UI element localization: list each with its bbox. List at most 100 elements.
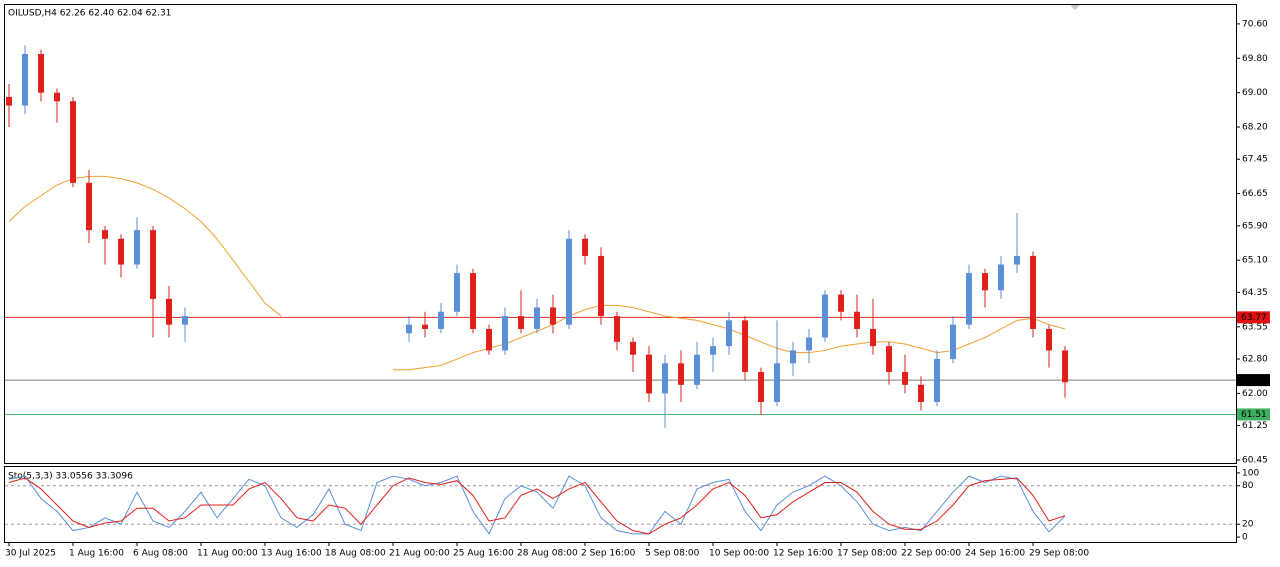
candle-body [982, 273, 988, 291]
candle-body [6, 96, 12, 106]
candle-body [774, 363, 780, 402]
candle-body [790, 350, 796, 364]
osc-y-tick-label: 80 [1242, 481, 1254, 491]
x-tick-label: 5 Sep 08:00 [645, 549, 700, 559]
x-tick-label: 17 Sep 08:00 [837, 549, 897, 559]
candle-body [406, 324, 412, 334]
candle-body [614, 316, 620, 342]
price-label: 63.77 [1241, 313, 1267, 323]
candle-body [422, 324, 428, 329]
price-label: 62.31 [1241, 376, 1267, 386]
candle-body [582, 238, 588, 256]
candle-body [838, 294, 844, 312]
candle-body [934, 359, 940, 402]
candle-body [758, 371, 764, 402]
candle-body [598, 255, 604, 317]
candle-body [1062, 350, 1068, 383]
y-tick-label: 67.45 [1242, 155, 1268, 165]
y-tick-label: 61.25 [1242, 421, 1268, 431]
x-tick-label: 18 Aug 08:00 [325, 549, 386, 559]
candle-body [918, 384, 924, 402]
candle-body [118, 238, 124, 265]
price-label-box [1237, 408, 1270, 421]
candle-body [710, 346, 716, 355]
osc-y-tick-label: 20 [1242, 520, 1254, 530]
y-tick-label: 62.80 [1242, 355, 1268, 365]
candle-body [646, 354, 652, 394]
y-tick-label: 68.20 [1242, 123, 1268, 133]
y-tick-label: 63.55 [1242, 322, 1268, 332]
x-tick-label: 11 Aug 00:00 [197, 549, 258, 559]
candle-body [134, 230, 140, 265]
candle-body [950, 324, 956, 360]
shift-marker [1070, 5, 1080, 10]
candle-body [694, 354, 700, 385]
price-label: 61.51 [1241, 410, 1267, 420]
candle-body [886, 346, 892, 372]
x-tick-label: 30 Jul 2025 [5, 549, 56, 559]
candle-body [630, 341, 636, 355]
candle-body [102, 230, 108, 239]
candle-body [742, 320, 748, 372]
candle-body [854, 311, 860, 329]
y-tick-label: 62.00 [1242, 389, 1268, 399]
candle-body [518, 316, 524, 329]
candle-body [1014, 255, 1020, 265]
candle-body [870, 328, 876, 347]
candle-body [454, 273, 460, 312]
candle-body [662, 363, 668, 394]
candle-body [38, 53, 44, 93]
chart-header: OILUSD,H4 62.26 62.40 62.04 62.31 [8, 9, 171, 19]
candle-body [678, 363, 684, 385]
y-tick-label: 65.90 [1242, 221, 1268, 231]
candle-body [486, 328, 492, 351]
x-tick-label: 12 Sep 16:00 [773, 549, 833, 559]
x-tick-label: 2 Sep 16:00 [581, 549, 636, 559]
candle-body [70, 101, 76, 183]
oscillator-line [8, 477, 1066, 535]
candle-body [534, 307, 540, 329]
y-tick-label: 65.10 [1242, 256, 1268, 266]
oscillator-line [8, 475, 1066, 535]
y-tick-label: 66.65 [1242, 189, 1268, 199]
candle-body [54, 92, 60, 102]
price-label-box [1237, 374, 1270, 387]
x-tick-label: 22 Sep 00:00 [901, 549, 961, 559]
candle-body [806, 337, 812, 351]
x-tick-label: 1 Aug 16:00 [69, 549, 124, 559]
price-label-box [1237, 311, 1270, 324]
oscillator-panel [4, 466, 1237, 543]
x-tick-label: 28 Aug 08:00 [517, 549, 578, 559]
x-tick-label: 29 Sep 08:00 [1029, 549, 1089, 559]
y-tick-label: 69.00 [1242, 88, 1268, 98]
x-tick-label: 21 Aug 00:00 [389, 549, 450, 559]
candle-body [998, 264, 1004, 291]
candle-body [150, 230, 156, 299]
candle-body [822, 294, 828, 338]
candle-body [182, 316, 188, 325]
candle-body [502, 316, 508, 351]
candle-body [438, 311, 444, 329]
candle-body [22, 53, 28, 106]
candle-body [470, 273, 476, 329]
x-tick-label: 10 Sep 00:00 [709, 549, 769, 559]
x-tick-label: 25 Aug 16:00 [453, 549, 514, 559]
y-tick-label: 60.45 [1242, 455, 1268, 465]
candle-body [726, 320, 732, 347]
y-tick-label: 70.60 [1242, 19, 1268, 29]
candle-body [902, 371, 908, 385]
candle-body [566, 238, 572, 325]
candle-body [1030, 255, 1036, 329]
y-tick-label: 69.80 [1242, 54, 1268, 64]
osc-y-tick-label: 0 [1242, 533, 1248, 543]
candle-body [1046, 328, 1052, 351]
candle-body [86, 182, 92, 231]
x-tick-label: 24 Sep 16:00 [965, 549, 1025, 559]
main-panel [4, 4, 1237, 464]
candle-body [966, 273, 972, 325]
osc-y-tick-label: 100 [1242, 468, 1259, 478]
x-tick-label: 6 Aug 08:00 [133, 549, 188, 559]
candle-body [550, 307, 556, 325]
